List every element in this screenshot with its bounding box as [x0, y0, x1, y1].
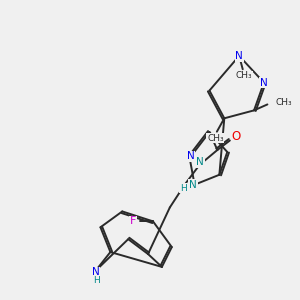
Text: CH₃: CH₃	[276, 98, 292, 107]
Text: H: H	[188, 152, 195, 161]
Text: N: N	[187, 152, 194, 161]
Text: F: F	[130, 216, 136, 226]
Text: N: N	[260, 78, 268, 88]
Text: CH₃: CH₃	[207, 134, 224, 143]
Text: H: H	[180, 184, 187, 193]
Text: H: H	[93, 276, 100, 285]
Text: N: N	[196, 157, 204, 167]
Text: CH₃: CH₃	[236, 71, 253, 80]
Text: N: N	[92, 267, 99, 278]
Text: N: N	[235, 51, 243, 61]
Text: O: O	[232, 130, 241, 143]
Text: N: N	[189, 180, 197, 190]
